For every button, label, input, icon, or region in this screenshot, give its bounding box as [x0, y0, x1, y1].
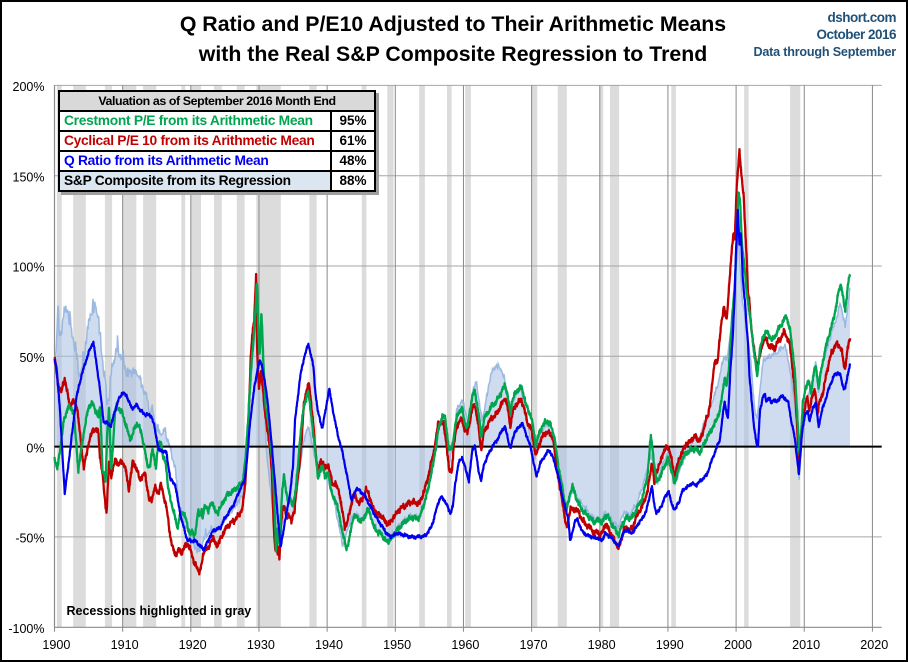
svg-text:-100%: -100% [8, 622, 44, 636]
svg-text:1920: 1920 [179, 638, 207, 652]
svg-text:100%: 100% [13, 261, 45, 275]
svg-text:1910: 1910 [111, 638, 139, 652]
svg-text:1950: 1950 [383, 638, 411, 652]
svg-text:0%: 0% [26, 441, 44, 455]
svg-text:2010: 2010 [792, 638, 820, 652]
svg-text:1940: 1940 [315, 638, 343, 652]
svg-text:1900: 1900 [42, 638, 70, 652]
svg-text:-50%: -50% [15, 532, 44, 546]
svg-text:1980: 1980 [588, 638, 616, 652]
svg-text:2000: 2000 [724, 638, 752, 652]
svg-text:1930: 1930 [247, 638, 275, 652]
svg-text:1990: 1990 [656, 638, 684, 652]
svg-text:150%: 150% [13, 170, 45, 184]
svg-text:200%: 200% [13, 80, 45, 94]
svg-text:2020: 2020 [860, 638, 888, 652]
svg-text:1960: 1960 [451, 638, 479, 652]
svg-text:1970: 1970 [519, 638, 547, 652]
svg-text:50%: 50% [19, 351, 44, 365]
